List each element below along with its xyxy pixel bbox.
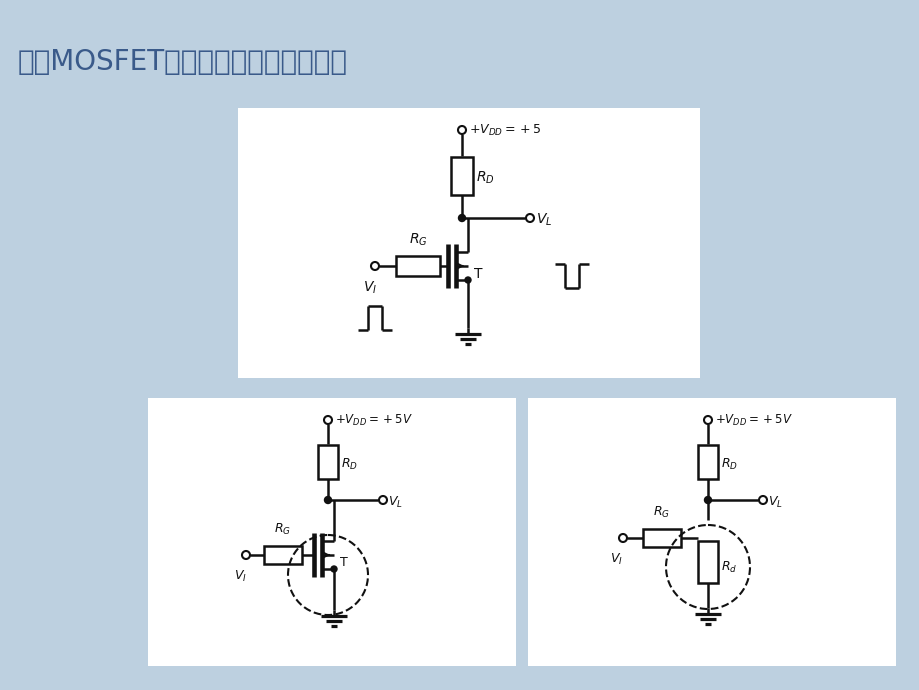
Circle shape — [370, 262, 379, 270]
Text: $+V_{DD}=+5V$: $+V_{DD}=+5V$ — [335, 413, 413, 428]
Text: $V_L$: $V_L$ — [388, 495, 403, 509]
Bar — [698, 445, 717, 479]
Circle shape — [458, 126, 466, 134]
Circle shape — [323, 416, 332, 424]
Text: $R_D$: $R_D$ — [475, 170, 494, 186]
Text: $V_I$: $V_I$ — [609, 552, 622, 567]
Bar — [642, 529, 680, 547]
Circle shape — [464, 277, 471, 283]
Text: $V_L$: $V_L$ — [536, 212, 551, 228]
Circle shape — [526, 214, 533, 222]
Text: $V_L$: $V_L$ — [767, 495, 782, 509]
Bar — [395, 256, 439, 276]
Bar — [450, 157, 472, 195]
Text: 三、MOSFET管的开关特性和开关电路: 三、MOSFET管的开关特性和开关电路 — [18, 48, 347, 76]
Text: T: T — [340, 557, 347, 569]
Text: $+V_{DD}=+5V$: $+V_{DD}=+5V$ — [714, 413, 792, 428]
Text: $V_I$: $V_I$ — [233, 569, 246, 584]
Circle shape — [458, 215, 465, 221]
Circle shape — [324, 497, 331, 504]
Text: $R_G$: $R_G$ — [274, 522, 291, 537]
Circle shape — [758, 496, 766, 504]
Bar — [698, 541, 717, 583]
Circle shape — [618, 534, 627, 542]
Bar — [238, 108, 699, 378]
Circle shape — [242, 551, 250, 559]
Text: $+V_{DD}=+5$: $+V_{DD}=+5$ — [469, 122, 540, 137]
Text: $R_D$: $R_D$ — [720, 457, 737, 471]
Circle shape — [379, 496, 387, 504]
Text: $R_G$: $R_G$ — [408, 232, 427, 248]
Text: $R_G$: $R_G$ — [652, 505, 670, 520]
Bar — [148, 398, 516, 666]
Text: $R_D$: $R_D$ — [341, 457, 357, 471]
Circle shape — [704, 497, 710, 504]
Bar — [528, 398, 895, 666]
Bar — [264, 546, 301, 564]
Text: T: T — [473, 267, 482, 281]
Bar — [318, 445, 337, 479]
Text: $V_I$: $V_I$ — [363, 280, 377, 297]
Text: $R_d$: $R_d$ — [720, 560, 736, 575]
Circle shape — [703, 416, 711, 424]
Circle shape — [331, 566, 336, 572]
